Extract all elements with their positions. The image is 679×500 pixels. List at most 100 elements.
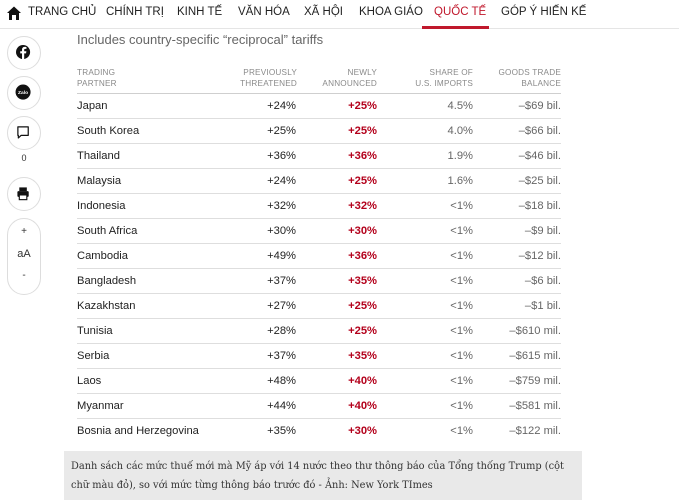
table-header-divider (77, 93, 561, 94)
table-row: South Korea +25% +25% 4.0% –$66 bil. (77, 119, 561, 144)
country-cell: Cambodia (77, 250, 128, 262)
country-cell: Japan (77, 100, 108, 112)
import-share-cell: <1% (450, 300, 473, 312)
comment-count: 0 (21, 153, 27, 163)
table-row: Malaysia +24% +25% 1.6% –$25 bil. (77, 169, 561, 194)
trade-balance-cell: –$6 bil. (524, 275, 561, 287)
facebook-share-button[interactable] (7, 36, 41, 70)
comment-icon (17, 126, 29, 139)
comment-button[interactable] (7, 116, 41, 150)
previous-rate-cell: +27% (267, 300, 296, 312)
zalo-label: Zalo (18, 90, 28, 96)
active-nav-indicator (422, 26, 489, 29)
new-rate-cell: +36% (348, 250, 377, 262)
trade-balance-cell: –$66 bil. (518, 125, 561, 137)
nav-item-kinh-te[interactable]: KINH TẾ (177, 6, 223, 18)
new-rate-cell: +25% (348, 175, 377, 187)
import-share-cell: 4.0% (447, 125, 474, 137)
font-increase-button[interactable]: + (21, 226, 27, 237)
column-header-partner: TRADING PARTNER (77, 68, 117, 88)
previous-rate-cell: +37% (267, 350, 296, 362)
trade-balance-cell: –$12 bil. (518, 250, 561, 262)
import-share-cell: <1% (450, 350, 473, 362)
new-rate-cell: +35% (348, 350, 377, 362)
import-share-cell: 4.5% (447, 100, 474, 112)
table-row: Thailand +36% +36% 1.9% –$46 bil. (77, 144, 561, 169)
table-row: Serbia +37% +35% <1% –$615 mil. (77, 344, 561, 369)
image-caption: Danh sách các mức thuế mới mà Mỹ áp với … (64, 451, 582, 500)
nav-item-gop-y-hien-ke[interactable]: GÓP Ý HIẾN KẾ (501, 6, 587, 18)
zalo-share-button[interactable]: Zalo (7, 76, 41, 110)
column-header-balance: GOODS TRADE BALANCE (498, 68, 561, 88)
trade-balance-cell: –$615 mil. (509, 350, 561, 362)
table-row: Tunisia +28% +25% <1% –$610 mil. (77, 319, 561, 344)
previous-rate-cell: +35% (267, 425, 296, 437)
previous-rate-cell: +32% (267, 200, 296, 212)
country-cell: South Korea (77, 125, 140, 137)
country-cell: Serbia (77, 350, 110, 362)
home-icon[interactable] (6, 5, 22, 21)
table-row: Myanmar +44% +40% <1% –$581 mil. (77, 394, 561, 419)
import-share-cell: <1% (450, 400, 473, 412)
table-row: Bosnia and Herzegovina +35% +30% <1% –$122 m… (77, 419, 561, 444)
trade-balance-cell: –$18 bil. (518, 200, 561, 212)
nav-item-khoa-giao[interactable]: KHOA GIÁO (359, 6, 423, 18)
country-cell: Myanmar (77, 400, 124, 412)
column-header-previous: PREVIOUSLY THREATENED (240, 68, 297, 88)
table-row: Indonesia +32% +32% <1% –$18 bil. (77, 194, 561, 219)
nav-item-chinh-tri[interactable]: CHÍNH TRỊ (106, 6, 164, 18)
zalo-icon: Zalo (15, 84, 31, 100)
trade-balance-cell: –$581 mil. (509, 400, 561, 412)
previous-rate-cell: +24% (267, 175, 296, 187)
import-share-cell: <1% (450, 375, 473, 387)
print-icon (17, 187, 29, 201)
table-row: Kazakhstan +27% +25% <1% –$1 bil. (77, 294, 561, 319)
new-rate-cell: +35% (348, 275, 377, 287)
new-rate-cell: +40% (348, 375, 377, 387)
trade-balance-cell: –$46 bil. (518, 150, 561, 162)
import-share-cell: <1% (450, 250, 473, 262)
country-cell: Indonesia (77, 200, 126, 212)
graphic-subtitle: Includes country-specific “reciprocal” t… (77, 32, 324, 47)
country-cell: Bangladesh (77, 275, 137, 287)
table-row: Cambodia +49% +36% <1% –$12 bil. (77, 244, 561, 269)
table-row: Bangladesh +37% +35% <1% –$6 bil. (77, 269, 561, 294)
previous-rate-cell: +28% (267, 325, 296, 337)
previous-rate-cell: +37% (267, 275, 296, 287)
country-cell: Malaysia (77, 175, 122, 187)
country-cell: Laos (77, 375, 102, 387)
country-cell: Tunisia (77, 325, 113, 337)
new-rate-cell: +30% (348, 225, 377, 237)
trade-balance-cell: –$1 bil. (524, 300, 561, 312)
country-cell: Kazakhstan (77, 300, 136, 312)
column-header-share: SHARE OF U.S. IMPORTS (415, 68, 473, 88)
trade-balance-cell: –$610 mil. (509, 325, 561, 337)
nav-item-xa-hoi[interactable]: XÃ HỘI (304, 6, 343, 18)
new-rate-cell: +32% (348, 200, 377, 212)
nav-item-quoc-te[interactable]: QUỐC TẾ (434, 6, 487, 18)
column-header-newly: NEWLY ANNOUNCED (322, 68, 377, 88)
trade-balance-cell: –$9 bil. (524, 225, 561, 237)
font-size-label: aA (17, 248, 31, 260)
new-rate-cell: +40% (348, 400, 377, 412)
top-navigation: TRANG CHỦ CHÍNH TRỊ KINH TẾ VĂN HÓA XÃ H… (0, 0, 679, 29)
trade-balance-cell: –$122 mil. (509, 425, 561, 437)
import-share-cell: <1% (450, 225, 473, 237)
facebook-icon (16, 45, 31, 60)
country-cell: South Africa (77, 225, 138, 237)
new-rate-cell: +25% (348, 125, 377, 137)
table-row: Laos +48% +40% <1% –$759 mil. (77, 369, 561, 394)
new-rate-cell: +30% (348, 425, 377, 437)
previous-rate-cell: +24% (267, 100, 296, 112)
previous-rate-cell: +44% (267, 400, 296, 412)
print-button[interactable] (7, 177, 41, 211)
country-cell: Thailand (77, 150, 120, 162)
nav-item-van-hoa[interactable]: VĂN HÓA (238, 6, 290, 18)
nav-item-trang-chu[interactable]: TRANG CHỦ (28, 6, 97, 18)
country-cell: Bosnia and Herzegovina (77, 425, 199, 437)
table-row: Japan +24% +25% 4.5% –$69 bil. (77, 94, 561, 119)
import-share-cell: 1.6% (447, 175, 474, 187)
import-share-cell: <1% (450, 275, 473, 287)
font-decrease-button[interactable]: - (22, 270, 26, 281)
import-share-cell: <1% (450, 425, 473, 437)
